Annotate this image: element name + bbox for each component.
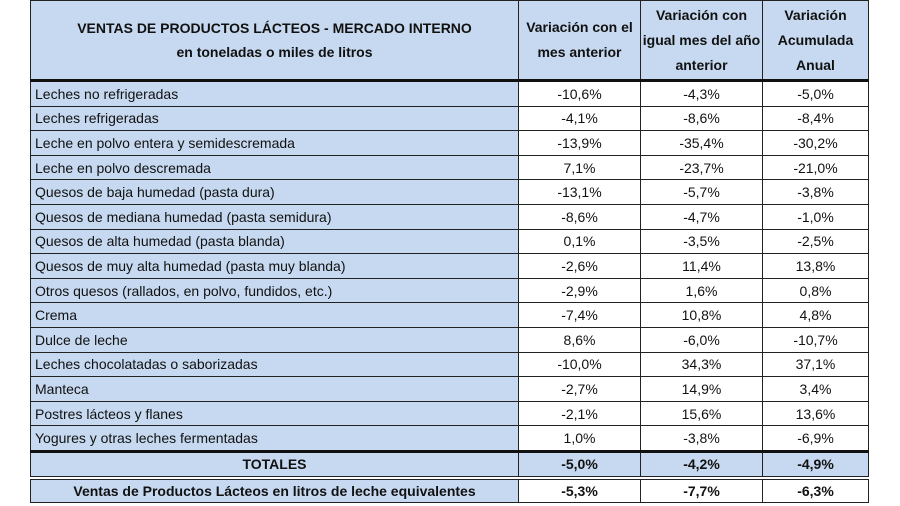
variation-value: -2,1% (518, 400, 641, 427)
product-label: Otros quesos (rallados, en polvo, fundid… (30, 277, 519, 304)
product-label: Leche en polvo entera y semidescremada (30, 130, 519, 156)
table-header-row: VENTAS DE PRODUCTOS LÁCTEOS - MERCADO IN… (30, 0, 869, 82)
variation-value: 37,1% (762, 351, 869, 378)
milk-equivalent-row: Ventas de Productos Lácteos en litros de… (30, 478, 869, 503)
variation-value: -6,9% (762, 425, 869, 452)
product-label: Manteca (30, 376, 519, 402)
table-row: Quesos de muy alta humedad (pasta muy bl… (30, 253, 869, 279)
variation-value: -2,6% (518, 253, 641, 279)
variation-value: 0,8% (762, 277, 869, 304)
table-row: Dulce de leche 8,6% -6,0% -10,7% (30, 326, 869, 353)
variation-value: -4,3% (640, 80, 763, 107)
product-label: Leches chocolatadas o saborizadas (30, 351, 519, 378)
table-row: Leche en polvo entera y semidescremada -1… (30, 130, 869, 156)
table-row: Quesos de alta humedad (pasta blanda) 0,1… (30, 228, 869, 255)
variation-value: -1,0% (762, 203, 869, 230)
variation-value: -21,0% (762, 154, 869, 181)
milk-equivalent-value: -5,3% (518, 478, 641, 503)
variation-value: 13,6% (762, 400, 869, 427)
variation-value: -10,7% (762, 326, 869, 353)
table-row: Crema -7,4% 10,8% 4,8% (30, 302, 869, 328)
variation-value: 34,3% (640, 351, 763, 378)
variation-value: 11,4% (640, 253, 763, 279)
product-label: Dulce de leche (30, 326, 519, 353)
totals-value: -4,9% (762, 449, 869, 477)
milk-equivalent-value: -6,3% (762, 478, 869, 503)
variation-value: 3,4% (762, 376, 869, 402)
product-label: Leches no refrigeradas (30, 80, 519, 107)
variation-value: -13,1% (518, 179, 641, 205)
milk-equivalent-value: -7,7% (640, 478, 763, 503)
column-header-yearly: Variación con igual mes del año anterior (640, 0, 763, 82)
variation-value: -10,6% (518, 80, 641, 107)
variation-value: -35,4% (640, 130, 763, 156)
spacer (30, 476, 869, 480)
milk-equivalent-label: Ventas de Productos Lácteos en litros de… (30, 478, 519, 503)
product-label: Leches refrigeradas (30, 105, 519, 132)
variation-value: -13,9% (518, 130, 641, 156)
variation-value: 13,8% (762, 253, 869, 279)
table-row: Otros quesos (rallados, en polvo, fundid… (30, 277, 869, 304)
product-label: Yogures y otras leches fermentadas (30, 425, 519, 452)
variation-value: -5,0% (762, 80, 869, 107)
product-label: Quesos de baja humedad (pasta dura) (30, 179, 519, 205)
product-label: Quesos de alta humedad (pasta blanda) (30, 228, 519, 255)
product-label: Postres lácteos y flanes (30, 400, 519, 427)
table-row: Manteca -2,7% 14,9% 3,4% (30, 376, 869, 402)
variation-value: 4,8% (762, 302, 869, 328)
totals-row: TOTALES -5,0% -4,2% -4,9% (30, 449, 869, 477)
table-row: Quesos de baja humedad (pasta dura) -13,1… (30, 179, 869, 205)
table-subtitle: en toneladas o miles de litros (176, 44, 373, 60)
variation-value: -7,4% (518, 302, 641, 328)
table-title: VENTAS DE PRODUCTOS LÁCTEOS - MERCADO IN… (77, 20, 472, 36)
table-row: Leche en polvo descremada 7,1% -23,7% -21,0… (30, 154, 869, 181)
variation-value: -8,4% (762, 105, 869, 132)
variation-value: -6,0% (640, 326, 763, 353)
product-label: Quesos de muy alta humedad (pasta muy bl… (30, 253, 519, 279)
totals-value: -4,2% (640, 449, 763, 477)
totals-label: TOTALES (30, 449, 519, 477)
variation-value: 0,1% (518, 228, 641, 255)
table-title-cell: VENTAS DE PRODUCTOS LÁCTEOS - MERCADO IN… (30, 0, 519, 82)
product-label: Crema (30, 302, 519, 328)
variation-value: 1,0% (518, 425, 641, 452)
variation-value: -4,7% (640, 203, 763, 230)
variation-value: 14,9% (640, 376, 763, 402)
product-label: Quesos de mediana humedad (pasta semidur… (30, 203, 519, 230)
spacer-row (30, 476, 869, 480)
variation-value: -2,7% (518, 376, 641, 402)
variation-value: -5,7% (640, 179, 763, 205)
table-row: Quesos de mediana humedad (pasta semidur… (30, 203, 869, 230)
variation-value: 15,6% (640, 400, 763, 427)
variation-value: -2,9% (518, 277, 641, 304)
variation-value: -3,8% (640, 425, 763, 452)
variation-value: -3,5% (640, 228, 763, 255)
variation-value: -8,6% (640, 105, 763, 132)
variation-value: 8,6% (518, 326, 641, 353)
table-row: Postres lácteos y flanes -2,1% 15,6% 13,6% (30, 400, 869, 427)
totals-value: -5,0% (518, 449, 641, 477)
variation-value: -30,2% (762, 130, 869, 156)
column-header-accumulated: Variación Acumulada Anual (762, 0, 869, 82)
variation-value: -10,0% (518, 351, 641, 378)
variation-value: 7,1% (518, 154, 641, 181)
variation-value: -2,5% (762, 228, 869, 255)
variation-value: -8,6% (518, 203, 641, 230)
table-row: Leches no refrigeradas -10,6% -4,3% -5,0% (30, 80, 869, 107)
variation-value: 10,8% (640, 302, 763, 328)
variation-value: 1,6% (640, 277, 763, 304)
dairy-sales-table: VENTAS DE PRODUCTOS LÁCTEOS - MERCADO IN… (30, 0, 869, 503)
variation-value: -23,7% (640, 154, 763, 181)
column-header-monthly: Variación con el mes anterior (518, 0, 641, 82)
variation-value: -4,1% (518, 105, 641, 132)
variation-value: -3,8% (762, 179, 869, 205)
table-row: Yogures y otras leches fermentadas 1,0% -3… (30, 425, 869, 452)
table-row: Leches refrigeradas -4,1% -8,6% -8,4% (30, 105, 869, 132)
product-label: Leche en polvo descremada (30, 154, 519, 181)
table-row: Leches chocolatadas o saborizadas -10,0% 3… (30, 351, 869, 378)
